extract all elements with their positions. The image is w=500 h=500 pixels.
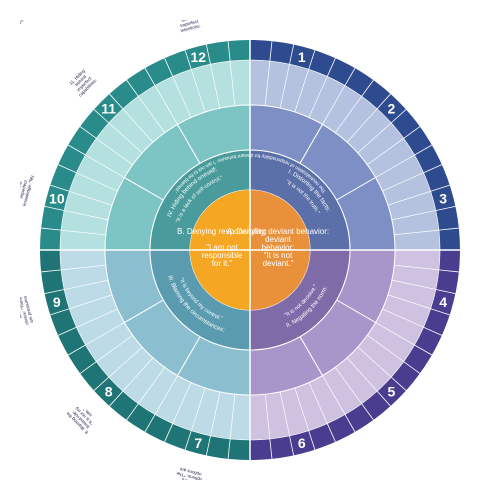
ring3-label: 9. Blaming thelimitedchoice: "Thereare p… bbox=[20, 294, 34, 327]
svg-text:own job: own job bbox=[20, 476, 24, 480]
sector-number: 8 bbox=[105, 383, 113, 399]
sector-number: 5 bbox=[388, 383, 396, 399]
ring3-label: 12. Hidingbehindimperfectintentions: bbox=[176, 20, 201, 33]
svg-text:deviant.": deviant." bbox=[263, 259, 294, 268]
sector-number: 3 bbox=[439, 190, 447, 206]
svg-text:capacity: capacity bbox=[20, 20, 27, 27]
svg-text:for it.": for it." bbox=[212, 259, 233, 268]
ring3-label: 7. Blaming thelimitedoptions: "Theoption… bbox=[172, 466, 205, 480]
sector-number: 10 bbox=[49, 190, 65, 206]
sector-number: 1 bbox=[298, 49, 306, 65]
ring3-label: 10. Hidingbehindimperfectknowledge: "My bbox=[20, 170, 35, 206]
sector-number: 11 bbox=[101, 101, 116, 117]
sector-number: 12 bbox=[190, 49, 206, 65]
neutralization-wheel: 123456789101112absolutesthere are noreas… bbox=[20, 20, 480, 480]
sector-number: 9 bbox=[53, 294, 61, 310]
ring3-label: 8. Blaming thelimited role:"It is not my… bbox=[65, 400, 100, 435]
sector-number: 4 bbox=[439, 294, 447, 310]
sector-number: 7 bbox=[194, 435, 202, 451]
sector-number: 6 bbox=[298, 435, 306, 451]
svg-text:limitation to: limitation to bbox=[20, 476, 23, 480]
sector-number: 2 bbox=[388, 101, 396, 117]
ring3-label: 11. Hidingbehindimperfectcapabilities: bbox=[67, 67, 98, 98]
ring4-label: 53. The hidingbehindimperfectcapacity bbox=[20, 20, 30, 30]
ring4-label: 38. Thelimitation toown job bbox=[20, 474, 26, 480]
